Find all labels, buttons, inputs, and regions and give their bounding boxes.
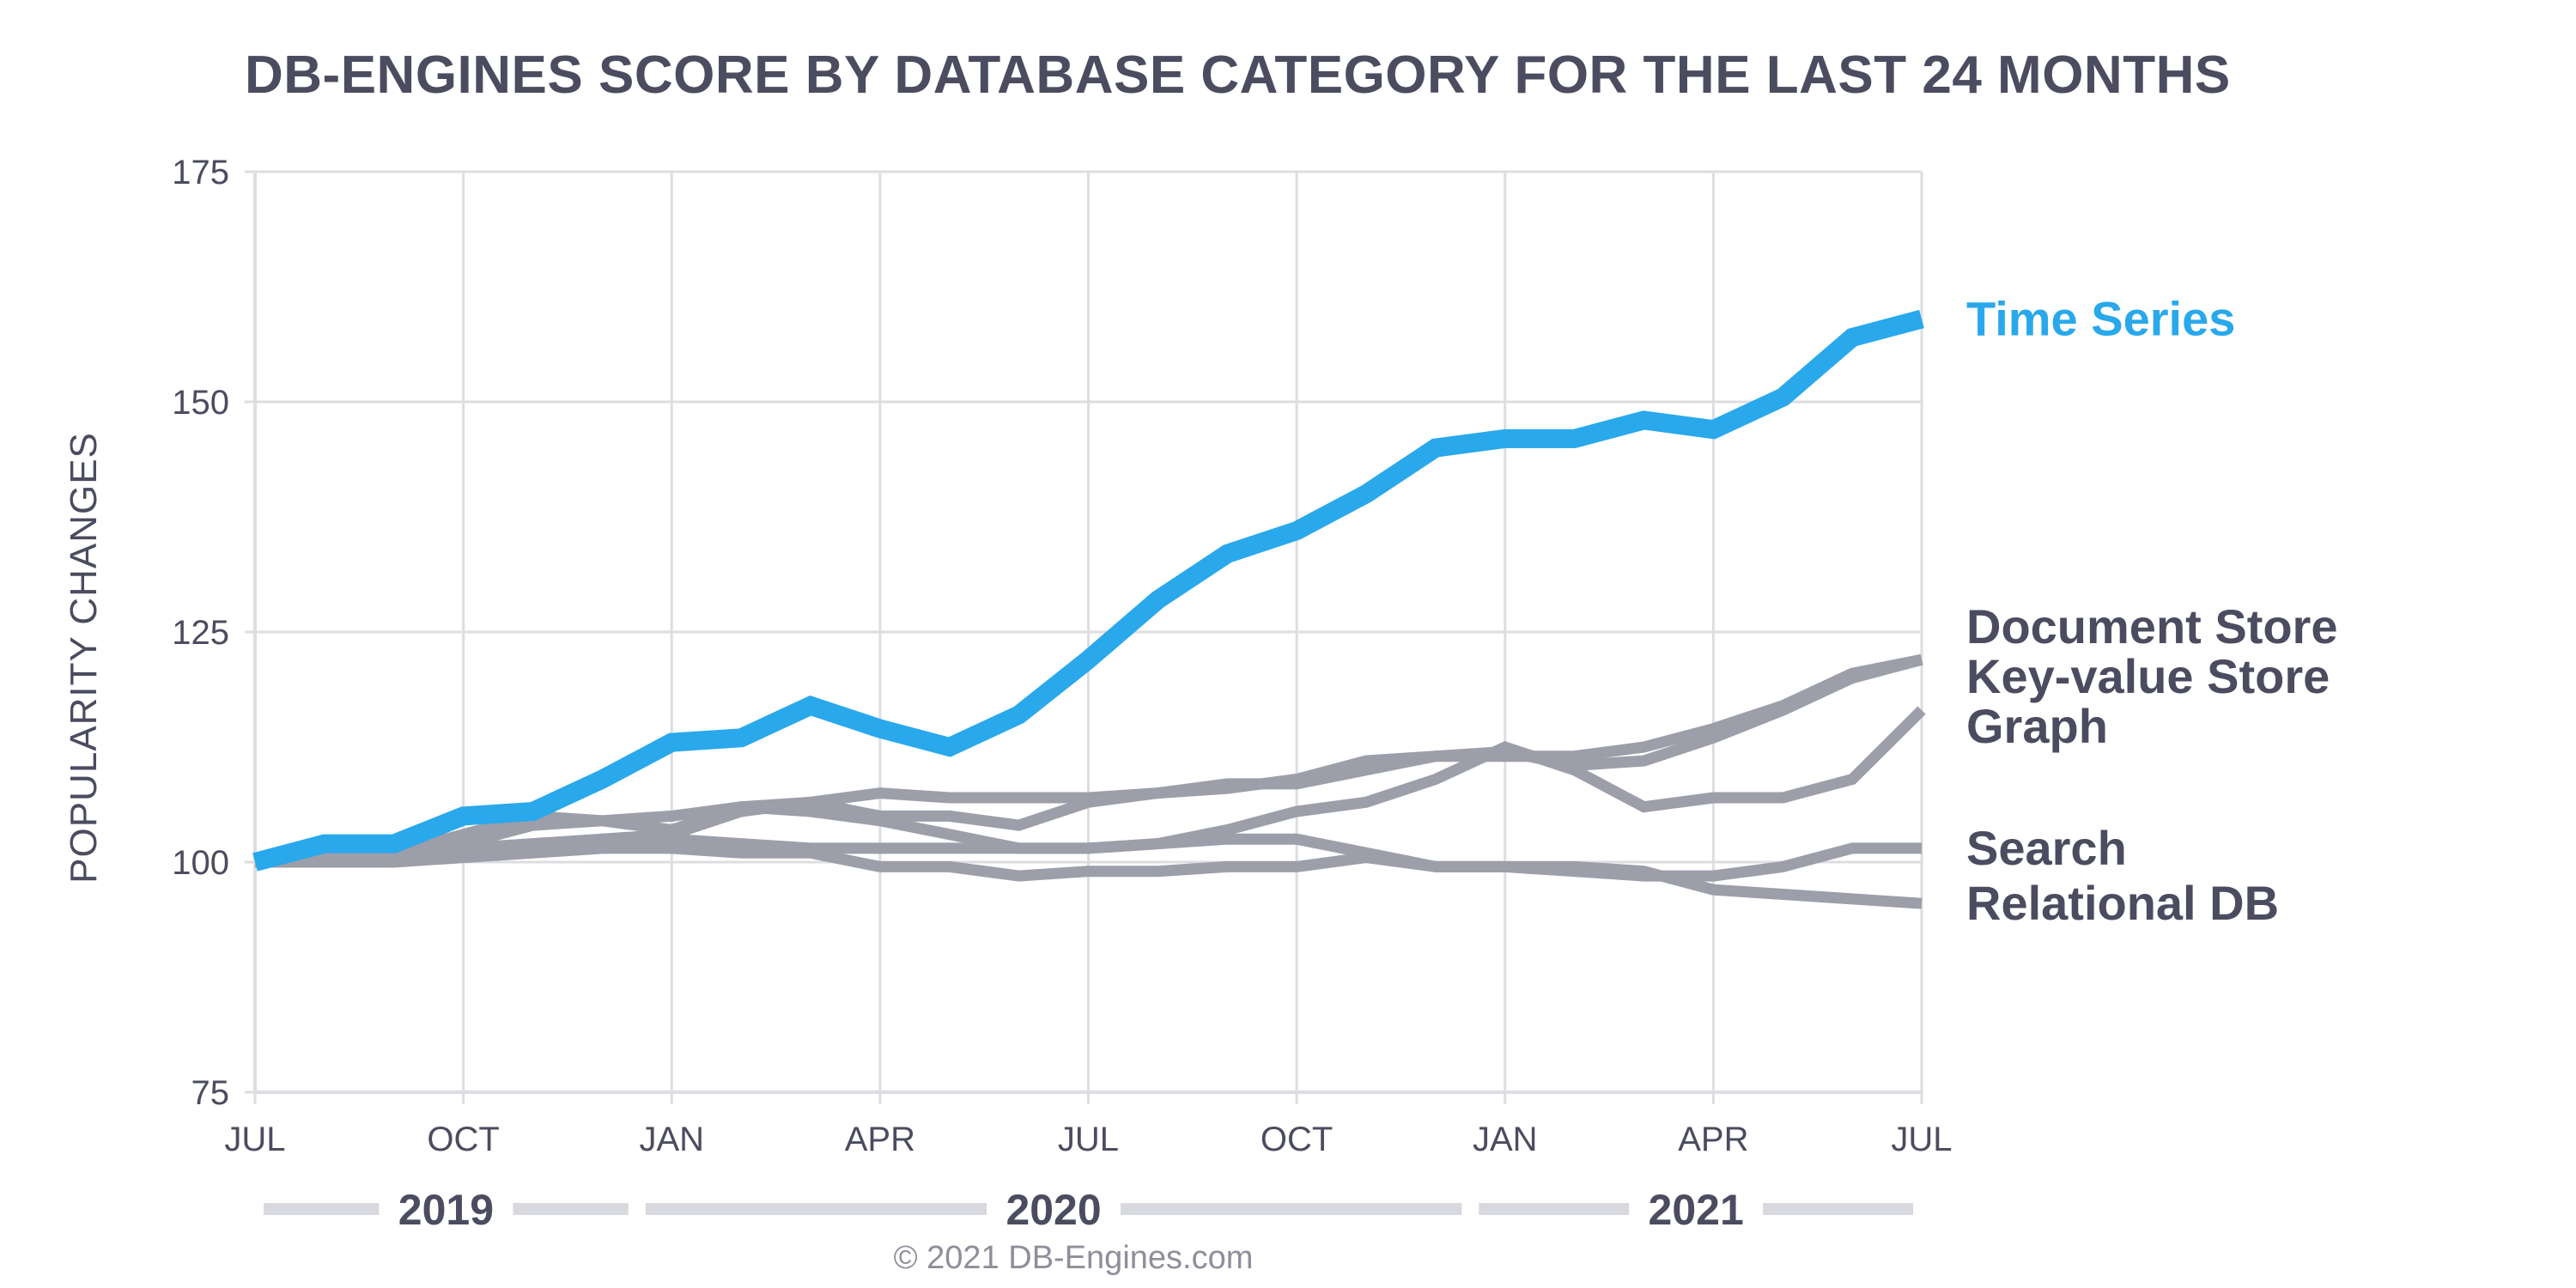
axes: 75 100 125 150 175 JUL OCT JAN APR JUL OCT JAN APR JU… bbox=[63, 154, 1953, 1158]
grid bbox=[245, 170, 1923, 1104]
x-tick-label: JUL bbox=[1891, 1121, 1952, 1158]
year-bands: 2019 2020 2021 bbox=[264, 1186, 1913, 1234]
series-line-relational-db bbox=[255, 842, 1923, 909]
y-tick-label: 150 bbox=[172, 384, 229, 422]
year-label-2021: 2021 bbox=[1649, 1186, 1744, 1234]
x-tick-label: APR bbox=[845, 1121, 915, 1158]
year-label-2019: 2019 bbox=[398, 1186, 494, 1234]
series-label-graph: Graph bbox=[1966, 699, 2108, 753]
y-axis-title: POPULARITY CHANGES bbox=[63, 432, 105, 884]
y-tick-label: 125 bbox=[172, 614, 229, 652]
y-tick-label: 75 bbox=[191, 1074, 230, 1112]
series-label-key-value-store: Key-value Store bbox=[1966, 649, 2330, 703]
x-tick-label: JAN bbox=[1473, 1121, 1538, 1158]
x-tick-label: APR bbox=[1678, 1121, 1748, 1158]
x-tick-label: JUL bbox=[1058, 1121, 1119, 1158]
series-line-time-series bbox=[252, 309, 1924, 872]
y-tick-label: 100 bbox=[172, 844, 229, 882]
year-label-2020: 2020 bbox=[1005, 1186, 1101, 1234]
x-tick-label: OCT bbox=[427, 1121, 499, 1158]
y-tick-label: 175 bbox=[172, 154, 229, 191]
series-label-document-store: Document Store bbox=[1966, 599, 2338, 653]
x-tick-label: JAN bbox=[639, 1121, 704, 1158]
series-label-search: Search bbox=[1966, 821, 2127, 875]
series-lines bbox=[252, 309, 1926, 909]
chart-title: DB-ENGINES SCORE BY DATABASE CATEGORY FO… bbox=[245, 46, 2231, 105]
series-label-time-series: Time Series bbox=[1966, 292, 2235, 346]
series-label-relational-db: Relational DB bbox=[1966, 876, 2279, 930]
x-tick-label: OCT bbox=[1261, 1121, 1333, 1158]
x-tick-label: JUL bbox=[224, 1121, 285, 1158]
copyright-notice: © 2021 DB-Engines.com bbox=[893, 1240, 1254, 1276]
